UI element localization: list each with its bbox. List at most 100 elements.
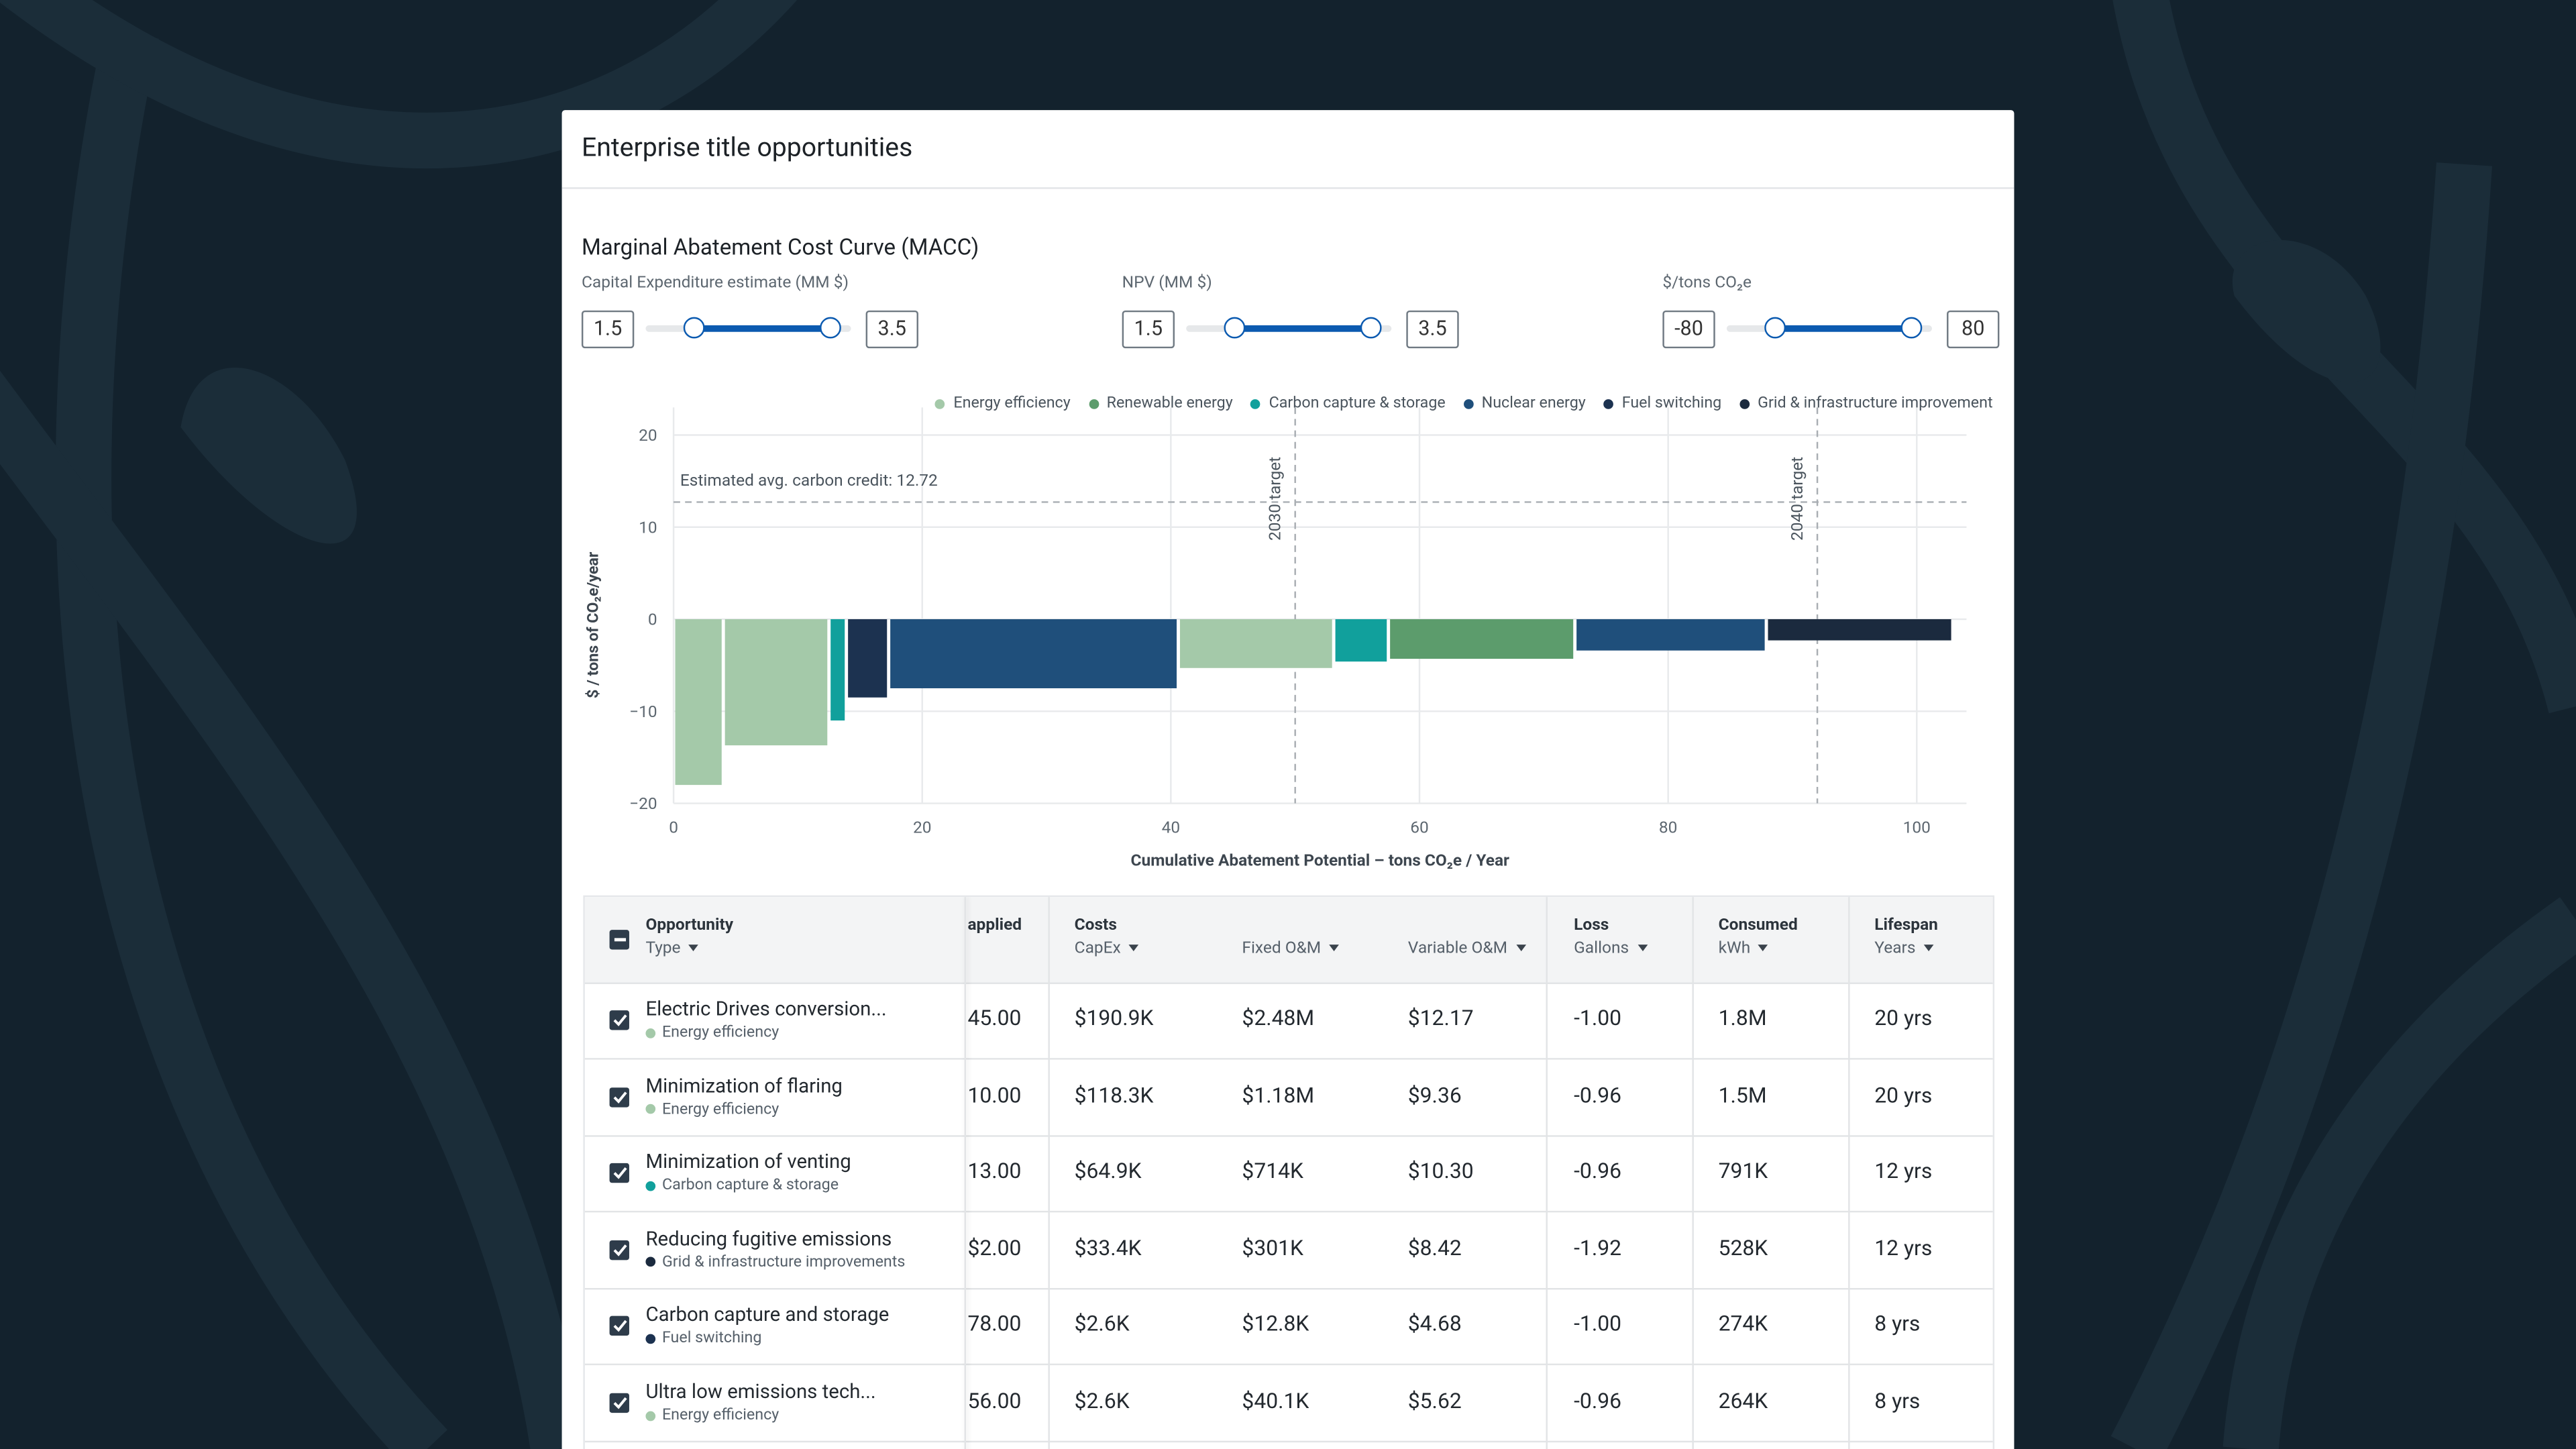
column-sort[interactable]: Variable O&M [1408,940,1525,958]
row-checkbox[interactable] [609,1087,629,1107]
card: Enterprise title opportunities Marginal … [561,110,2015,1449]
filter-max[interactable]: 3.5 [1406,310,1459,349]
reference-label: Estimated avg. carbon credit: 12.72 [680,470,938,490]
legend-item[interactable]: Energy efficiency [935,394,1071,413]
filter-min[interactable]: 1.5 [1122,310,1175,349]
cell: 791K [1718,1160,1768,1185]
y-tick-label: −20 [629,794,657,813]
bar [1335,619,1387,662]
table-row: Minimization of flaring Energy efficiency… [584,1059,1993,1136]
legend-item[interactable]: Nuclear energy [1463,394,1586,413]
cell: $9.36 [1407,1083,1462,1109]
row-checkbox[interactable] [609,1316,629,1336]
select-all-checkbox[interactable] [609,930,629,950]
row-checkbox[interactable] [609,1010,629,1030]
page-title: Enterprise title opportunities [581,131,913,163]
y-tick-label: −10 [629,702,657,721]
column-separator [964,897,967,1449]
x-tick-label: 0 [669,818,678,837]
x-tick-label: 40 [1162,818,1181,837]
slider-handle[interactable] [683,317,705,339]
y-tick-label: 10 [639,517,657,537]
row-checkbox[interactable] [609,1240,629,1260]
opportunity-name[interactable]: Minimization of venting [645,1150,851,1174]
indeterminate-mark [613,938,625,941]
cell: $12.8K [1242,1313,1309,1338]
cell: $2.48M [1242,1007,1315,1032]
opportunity-name[interactable]: Minimization of flaring [645,1073,843,1097]
filter-max[interactable]: 80 [1947,310,2000,349]
slider-handle[interactable] [1360,317,1382,339]
filter-min[interactable]: -80 [1662,310,1715,349]
legend-swatch [1739,398,1750,409]
check-mark [612,1320,627,1333]
opportunity-name[interactable]: Electric Drives conversion... [645,997,887,1020]
legend-swatch [935,398,946,409]
column-sort[interactable]: Type [645,940,698,958]
opportunity-name[interactable]: Ultra low emissions tech... [645,1380,876,1403]
legend-label: Nuclear energy [1481,394,1586,413]
slider-handle[interactable] [820,317,841,339]
opportunity-type: Grid & infrastructure improvements [645,1253,905,1271]
legend-swatch [1603,398,1614,409]
type-label: Carbon capture & storage [661,1176,839,1195]
filter-label: $/tons CO₂e [1662,274,1752,292]
opportunity-name[interactable]: Reducing fugitive emissions [645,1226,892,1250]
legend-item[interactable]: Renewable energy [1088,394,1233,413]
cell: -0.96 [1574,1160,1622,1185]
cell: $5.62 [1407,1389,1462,1415]
cell: $1.18M [1242,1083,1315,1109]
filter-min[interactable]: 1.5 [581,310,635,349]
bar [1576,619,1765,651]
x-tick-label: 20 [913,818,932,837]
legend-item[interactable]: Carbon capture & storage [1250,394,1446,413]
x-tick-label: 80 [1659,818,1678,837]
slider-handle[interactable] [1224,317,1246,339]
cell: $33.4K [1074,1236,1142,1262]
filter-max[interactable]: 3.5 [865,310,918,349]
cell: $8.42 [1407,1236,1462,1262]
row-checkbox[interactable] [609,1393,629,1413]
legend-item[interactable]: Grid & infrastructure improvement [1739,394,1993,413]
cell: 12 yrs [1874,1236,1933,1262]
check-mark [612,1244,627,1256]
type-dot [645,1334,656,1344]
slider-handle[interactable] [1900,317,1923,339]
opportunity-type: Energy efficiency [645,1100,779,1118]
cell: 45.00 [967,1007,1022,1032]
bar [1390,619,1574,659]
bar [830,619,845,721]
bar [1768,619,1951,641]
slider-handle[interactable] [1764,317,1786,339]
cell: $301K [1242,1236,1303,1262]
cell: 78.00 [967,1313,1022,1338]
range-filter: $/tons CO₂e -80 80 [1662,274,2007,350]
legend-label: Energy efficiency [953,394,1071,413]
cell: -0.96 [1574,1083,1622,1109]
legend-label: Renewable energy [1106,394,1233,413]
column-sort[interactable]: kWh [1719,940,1769,958]
cell: 13.00 [967,1160,1022,1185]
column-sort[interactable]: Years [1874,940,1933,958]
bar [675,619,722,786]
cell: 12 yrs [1874,1160,1933,1185]
column-title: Costs [1074,916,1117,935]
cell: $64.9K [1074,1160,1142,1185]
range-filter: Capital Expenditure estimate (MM $) 1.5 3.… [581,274,926,350]
column-sort[interactable]: Fixed O&M [1242,940,1339,958]
opportunity-name[interactable]: Carbon capture and storage [645,1303,890,1327]
legend-item[interactable]: Fuel switching [1603,394,1721,413]
cell: -1.92 [1574,1236,1622,1262]
opportunity-type: Fuel switching [645,1330,761,1348]
slider-fill [693,325,830,332]
column-title: Opportunity [645,916,734,935]
column-sort[interactable]: Gallons [1574,940,1647,958]
type-dot [645,1257,656,1267]
check-mark [612,1167,627,1180]
opportunity-type: Energy efficiency [645,1406,779,1424]
row-checkbox[interactable] [609,1163,629,1183]
column-sort[interactable]: CapEx [1075,940,1139,958]
y-tick-label: 20 [639,425,657,445]
